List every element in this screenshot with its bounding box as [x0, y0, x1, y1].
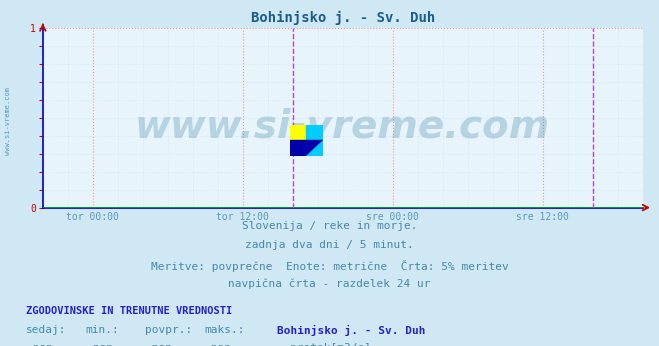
Polygon shape — [306, 140, 323, 156]
Text: ZGODOVINSKE IN TRENUTNE VREDNOSTI: ZGODOVINSKE IN TRENUTNE VREDNOSTI — [26, 306, 233, 316]
Text: www.si-vreme.com: www.si-vreme.com — [135, 108, 550, 146]
Text: Meritve: povprečne  Enote: metrične  Črta: 5% meritev: Meritve: povprečne Enote: metrične Črta:… — [151, 260, 508, 272]
Text: -nan: -nan — [145, 343, 172, 346]
Bar — [306, 125, 323, 140]
Text: min.:: min.: — [86, 325, 119, 335]
Text: -nan: -nan — [204, 343, 231, 346]
Text: -nan: -nan — [86, 343, 113, 346]
Text: zadnja dva dni / 5 minut.: zadnja dva dni / 5 minut. — [245, 240, 414, 251]
Text: Slovenija / reke in morje.: Slovenija / reke in morje. — [242, 221, 417, 231]
Text: Bohinjsko j. - Sv. Duh: Bohinjsko j. - Sv. Duh — [277, 325, 425, 336]
Text: www.si-vreme.com: www.si-vreme.com — [5, 87, 11, 155]
Text: sedaj:: sedaj: — [26, 325, 67, 335]
Text: navpična črta - razdelek 24 ur: navpična črta - razdelek 24 ur — [228, 279, 431, 289]
Text: maks.:: maks.: — [204, 325, 244, 335]
Text: povpr.:: povpr.: — [145, 325, 192, 335]
Bar — [290, 140, 323, 156]
Text: -nan: -nan — [26, 343, 53, 346]
Title: Bohinjsko j. - Sv. Duh: Bohinjsko j. - Sv. Duh — [250, 11, 435, 25]
Text: pretok[m3/s]: pretok[m3/s] — [290, 343, 371, 346]
Bar — [290, 125, 306, 140]
